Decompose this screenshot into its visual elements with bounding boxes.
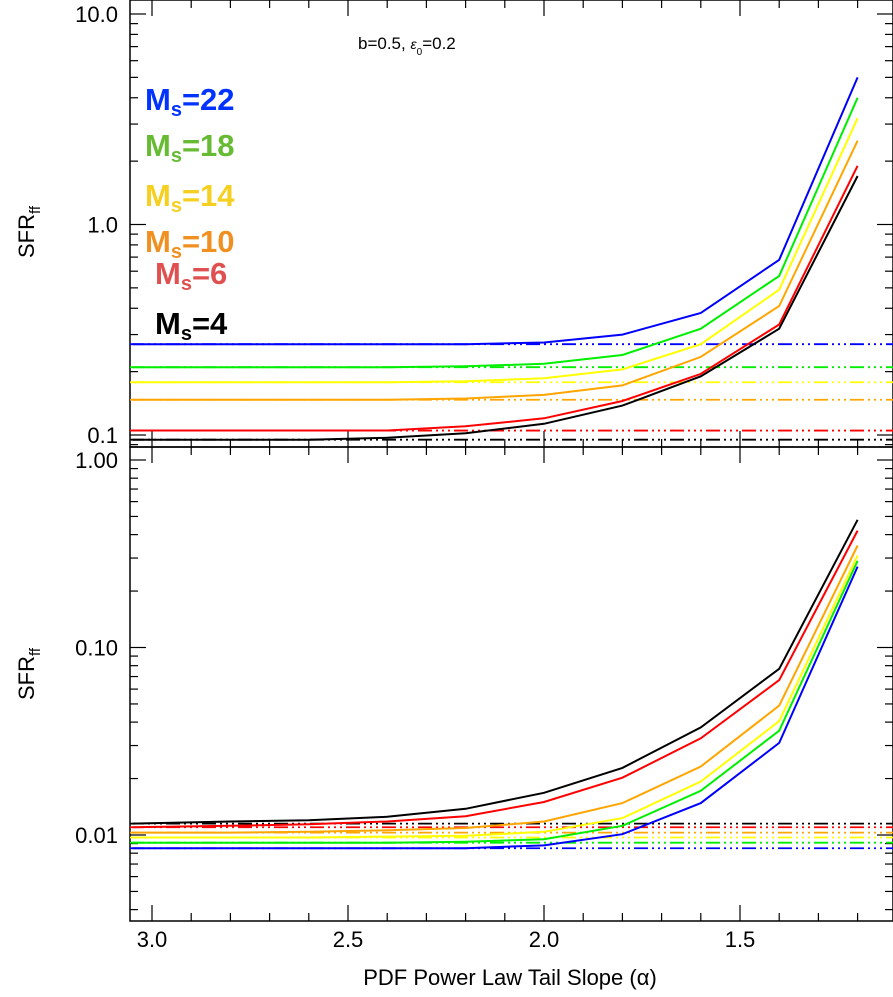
bottom-panel-frame xyxy=(129,446,893,922)
x-tick-label: 2.0 xyxy=(529,927,560,952)
x-tick-label: 1.5 xyxy=(725,927,756,952)
series-line xyxy=(132,97,859,369)
annotation-eps-value: =0.2 xyxy=(422,34,456,53)
parameter-annotation: b=0.5, ε0=0.2 xyxy=(358,34,456,58)
series-line xyxy=(132,117,859,384)
series-line xyxy=(132,519,859,825)
x-tick-labels: 3.0 2.5 2.0 1.5 xyxy=(137,927,756,952)
y-tick-labels: 0.1 1.0 10.0 0.01 0.10 1.00 xyxy=(75,2,118,848)
series-line xyxy=(132,175,859,441)
x-axis-label: PDF Power Law Tail Slope (α) xyxy=(363,965,657,990)
series-line xyxy=(132,77,859,346)
y-tick-label: 1.00 xyxy=(75,448,118,473)
bottom-y-axis-label-sub: ff xyxy=(27,647,44,656)
top-panel-ticks xyxy=(130,0,893,447)
bottom-y-axis-label-main: SFR xyxy=(14,656,39,700)
legend-entry: Ms=6 xyxy=(155,256,227,295)
annotation-eps-sub: 0 xyxy=(417,47,423,58)
series-line xyxy=(132,530,859,829)
bottom-panel-asymptotes xyxy=(130,822,893,850)
series-line xyxy=(132,545,859,834)
series-line xyxy=(132,165,859,432)
bottom-y-axis-label: SFRff xyxy=(14,647,44,700)
y-tick-label: 0.01 xyxy=(75,823,118,848)
y-tick-label: 0.10 xyxy=(75,636,118,661)
legend-entry: Ms=18 xyxy=(145,128,235,167)
x-tick-label: 3.0 xyxy=(137,927,168,952)
series-line xyxy=(132,140,859,401)
top-panel-series xyxy=(132,77,859,441)
top-y-axis-label-sub: ff xyxy=(27,205,44,214)
x-tick-label: 2.5 xyxy=(333,927,364,952)
legend-entry: Ms=4 xyxy=(155,306,228,345)
series-line xyxy=(132,566,859,850)
legend-entry: Ms=14 xyxy=(145,178,235,217)
legend-entry: Ms=10 xyxy=(145,224,235,263)
legend-entry: Ms=22 xyxy=(145,82,235,121)
y-tick-label: 10.0 xyxy=(75,2,118,27)
top-y-axis-label-main: SFR xyxy=(14,214,39,258)
annotation-eps: ε xyxy=(410,36,417,52)
top-panel-asymptotes xyxy=(130,343,893,441)
series-line xyxy=(132,560,859,844)
series-line xyxy=(132,554,859,839)
bottom-panel-ticks xyxy=(130,447,893,921)
y-tick-label: 1.0 xyxy=(87,213,118,238)
y-tick-label: 0.1 xyxy=(87,423,118,448)
top-y-axis-label: SFRff xyxy=(14,205,44,258)
annotation-b: b=0.5, xyxy=(358,34,406,53)
bottom-panel-series xyxy=(132,519,859,850)
